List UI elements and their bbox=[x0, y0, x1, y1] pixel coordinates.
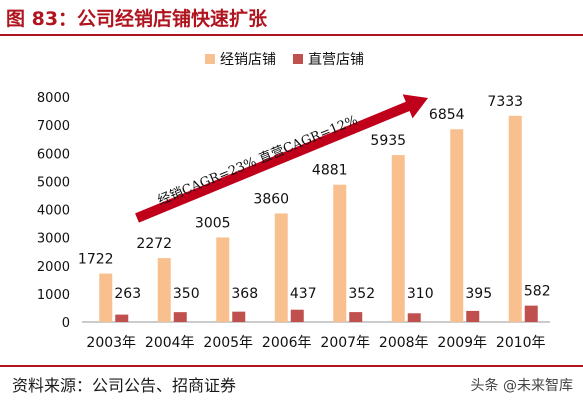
x-tick-label-4: 2007年 bbox=[320, 335, 370, 351]
legend-label-1: 直营店铺 bbox=[308, 51, 364, 68]
x-tick-label-2: 2005年 bbox=[203, 335, 253, 351]
bar-dealer-0 bbox=[99, 273, 113, 322]
y-tick-label-7: 7000 bbox=[37, 119, 70, 134]
bar-dealer-6 bbox=[450, 129, 464, 322]
bar-dealer-2 bbox=[216, 237, 230, 322]
y-tick-label-1: 1000 bbox=[37, 288, 70, 303]
data-label-dealer-1: 2272 bbox=[136, 236, 172, 252]
title-divider bbox=[0, 34, 583, 36]
data-label-dealer-4: 4881 bbox=[312, 163, 348, 179]
y-tick-label-8: 8000 bbox=[37, 91, 70, 106]
figure-title: 图 83：公司经销店铺快速扩张 bbox=[6, 8, 268, 30]
data-label-dealer-7: 7333 bbox=[487, 94, 523, 110]
data-label-dealer-5: 5935 bbox=[370, 133, 406, 149]
bar-direct-6 bbox=[466, 310, 480, 322]
bar-direct-1 bbox=[173, 312, 187, 322]
bar-dealer-1 bbox=[157, 258, 171, 322]
bar-direct-2 bbox=[232, 311, 246, 322]
data-label-direct-0: 263 bbox=[114, 286, 141, 302]
source-note: 资料来源：公司公告、招商证券 bbox=[12, 376, 237, 395]
data-label-direct-7: 582 bbox=[524, 284, 551, 300]
x-tick-label-7: 2010年 bbox=[496, 335, 546, 351]
watermark: 头条 @未来智库 bbox=[470, 378, 573, 394]
legend-swatch-1 bbox=[293, 54, 303, 64]
x-tick-label-6: 2009年 bbox=[437, 335, 487, 351]
footer-divider bbox=[0, 365, 583, 367]
bar-direct-0 bbox=[115, 314, 129, 322]
bar-direct-4 bbox=[349, 312, 363, 322]
data-label-direct-4: 352 bbox=[348, 286, 375, 302]
data-label-dealer-3: 3860 bbox=[253, 191, 289, 207]
x-tick-label-0: 2003年 bbox=[86, 335, 136, 351]
bar-direct-5 bbox=[407, 313, 421, 322]
growth-arrow bbox=[135, 94, 428, 223]
bar-dealer-5 bbox=[391, 155, 405, 322]
data-label-direct-6: 395 bbox=[465, 286, 492, 302]
data-label-direct-3: 437 bbox=[290, 286, 317, 302]
y-tick-label-3: 3000 bbox=[37, 232, 70, 247]
bar-direct-3 bbox=[290, 309, 304, 322]
store-expansion-chart: 0 1000 2000 3000 4000 5000 6000 7000 8000 经销店铺 直营店… bbox=[37, 51, 551, 351]
legend-label-0: 经销店铺 bbox=[220, 52, 276, 68]
data-label-direct-1: 350 bbox=[173, 286, 200, 302]
y-tick-label-4: 4000 bbox=[37, 204, 70, 219]
data-label-dealer-2: 3005 bbox=[195, 215, 231, 231]
y-tick-label-2: 2000 bbox=[37, 260, 70, 275]
data-label-dealer-0: 1722 bbox=[78, 252, 114, 268]
x-tick-label-1: 2004年 bbox=[145, 335, 195, 351]
data-label-direct-5: 310 bbox=[407, 286, 434, 302]
y-tick-label-6: 6000 bbox=[37, 147, 70, 162]
bar-dealer-4 bbox=[333, 184, 347, 322]
y-tick-label-0: 0 bbox=[62, 316, 70, 331]
bar-direct-7 bbox=[524, 305, 538, 322]
x-tick-label-3: 2006年 bbox=[262, 335, 312, 351]
legend-swatch-0 bbox=[205, 54, 215, 64]
data-label-direct-2: 368 bbox=[231, 286, 258, 302]
bar-dealer-7 bbox=[508, 115, 522, 323]
y-tick-label-5: 5000 bbox=[37, 175, 70, 190]
x-tick-label-5: 2008年 bbox=[379, 335, 429, 351]
data-label-dealer-6: 6854 bbox=[429, 107, 465, 123]
bar-dealer-3 bbox=[274, 213, 288, 322]
